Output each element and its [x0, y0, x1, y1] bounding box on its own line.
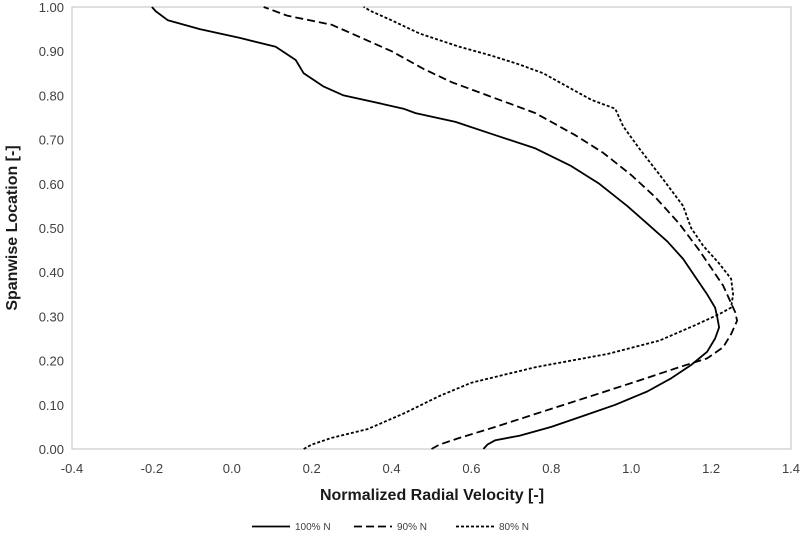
y-tick-label: 0.40 — [39, 265, 64, 280]
y-tick-label: 0.10 — [39, 398, 64, 413]
y-tick-label: 0.70 — [39, 133, 64, 148]
y-tick-label: 0.00 — [39, 442, 64, 457]
series-line-2 — [263, 6, 738, 450]
y-tick-label: 0.80 — [39, 88, 64, 103]
y-tick-label: 0.30 — [39, 309, 64, 324]
x-tick-label: 0.0 — [223, 461, 241, 476]
y-axis-ticks: 0.00 0.10 0.20 0.30 0.40 0.50 0.60 0.70 0.80 0.90… — [39, 0, 64, 457]
y-tick-label: 1.00 — [39, 0, 64, 15]
x-tick-label: 1.4 — [782, 461, 800, 476]
x-tick-label: 1.0 — [622, 461, 640, 476]
x-tick-label: -0.2 — [141, 461, 163, 476]
series-line-1 — [151, 6, 720, 450]
x-tick-label: 0.6 — [462, 461, 480, 476]
x-tick-label: 0.8 — [542, 461, 560, 476]
y-tick-label: 0.60 — [39, 177, 64, 192]
x-axis-title: Normalized Radial Velocity [-] — [320, 487, 544, 504]
legend-label: 80% N — [499, 522, 529, 533]
legend-label: 100% N — [295, 522, 331, 533]
series-layer — [151, 6, 738, 450]
legend-label: 90% N — [397, 522, 427, 533]
x-axis-ticks: -0.4 -0.2 0.0 0.2 0.4 0.6 0.8 1.0 1.2 1.4 — [61, 461, 800, 476]
x-tick-label: 1.2 — [702, 461, 720, 476]
y-axis-title: Spanwise Location [-] — [4, 145, 21, 310]
x-tick-label: 0.4 — [383, 461, 401, 476]
x-tick-label: -0.4 — [61, 461, 83, 476]
legend: 100% N 90% N 80% N — [252, 522, 529, 533]
y-tick-label: 0.50 — [39, 221, 64, 236]
series-line-3 — [303, 6, 734, 450]
y-tick-label: 0.20 — [39, 354, 64, 369]
y-tick-label: 0.90 — [39, 44, 64, 59]
x-tick-label: 0.2 — [303, 461, 321, 476]
